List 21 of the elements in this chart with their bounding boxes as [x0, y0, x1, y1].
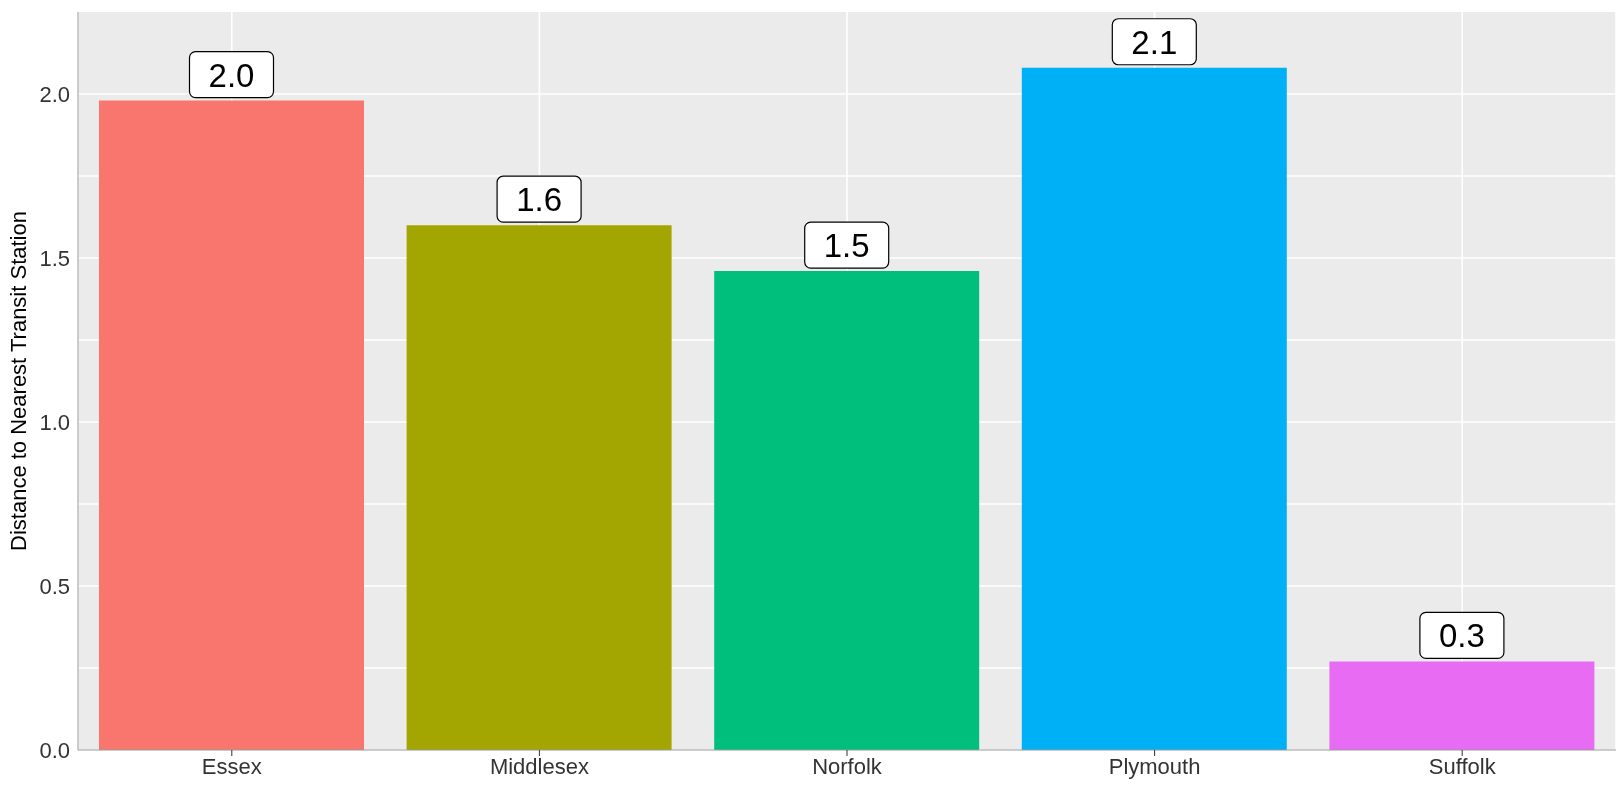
- data-label: 2.0: [208, 56, 255, 94]
- x-tick-label: Plymouth: [1108, 753, 1201, 779]
- y-tick-label: 1.0: [39, 409, 70, 435]
- x-tick-label: Norfolk: [812, 753, 883, 779]
- y-tick-label: 0.5: [39, 573, 70, 599]
- bar: [406, 225, 672, 750]
- y-tick-label: 1.5: [39, 245, 70, 271]
- data-label: 2.1: [1131, 23, 1178, 61]
- y-axis-title: Distance to Nearest Transit Station: [5, 211, 31, 551]
- y-tick-label: 2.0: [39, 81, 70, 107]
- text: 0.0: [39, 737, 70, 763]
- x-tick-label: Middlesex: [489, 753, 589, 779]
- data-label: 1.6: [516, 181, 563, 219]
- x-tick-label: Suffolk: [1428, 753, 1497, 779]
- x-tick-label: Essex: [201, 753, 262, 779]
- bar: [1329, 661, 1595, 750]
- data-label: 1.5: [823, 227, 870, 265]
- bar: [1021, 67, 1287, 750]
- data-label: 0.3: [1438, 617, 1485, 655]
- bar: [99, 100, 364, 750]
- bar: [714, 271, 980, 750]
